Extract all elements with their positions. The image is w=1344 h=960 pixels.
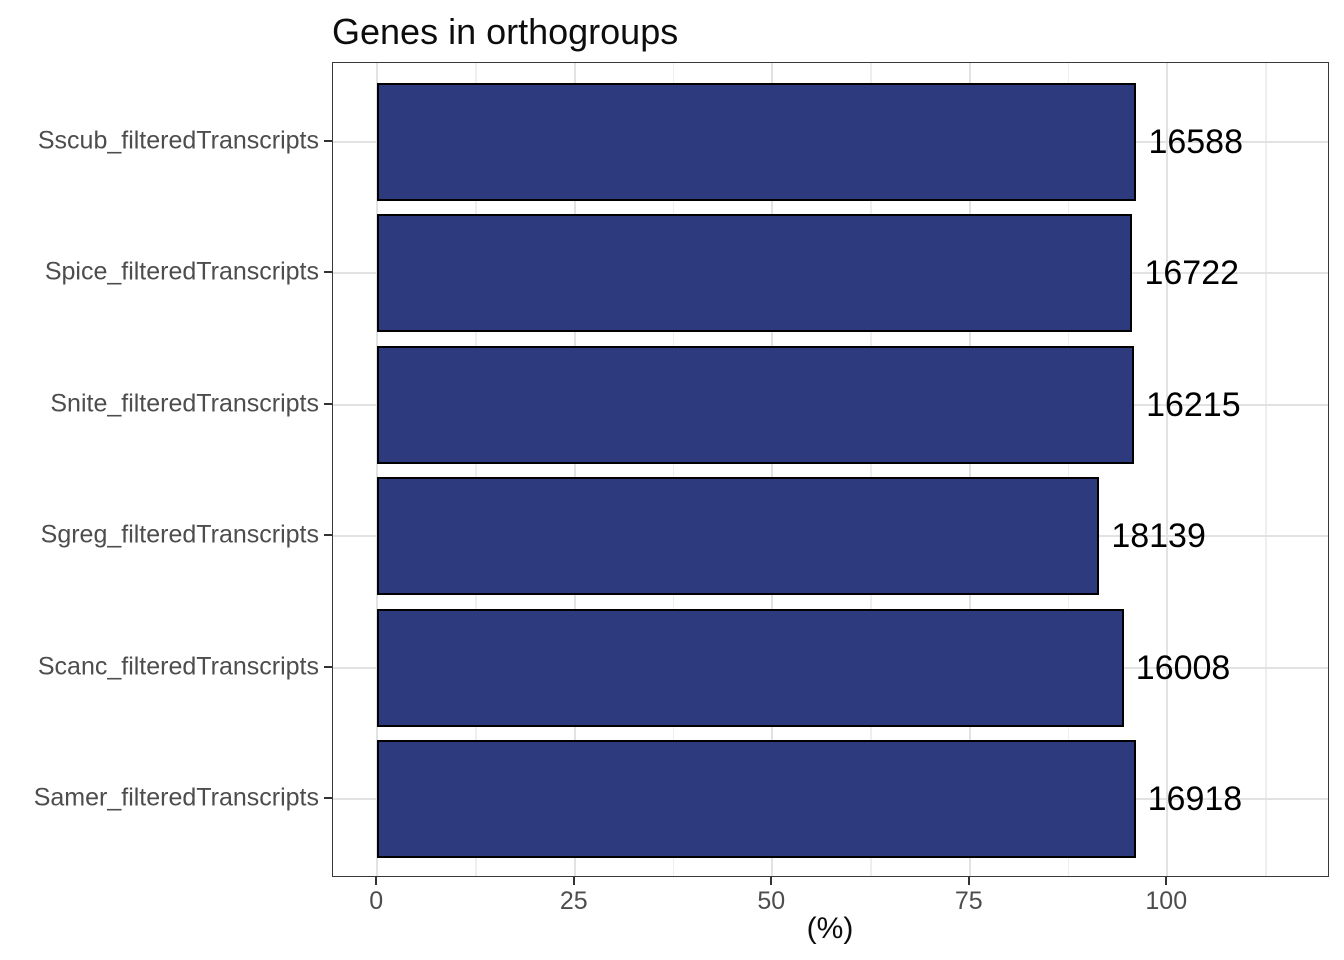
bar: [377, 477, 1100, 596]
x-tick-mark: [572, 877, 575, 885]
y-tick-mark: [324, 665, 332, 668]
bar: [377, 345, 1135, 464]
bar-value-label: 16722: [1144, 254, 1240, 293]
y-axis-label: Snite_filteredTranscripts: [50, 389, 319, 418]
x-grid-major: [771, 63, 774, 876]
y-axis-label: Scanc_filteredTranscripts: [37, 652, 319, 681]
x-tick-label: 75: [954, 887, 983, 915]
y-tick-mark: [324, 271, 332, 274]
bar-value-label: 16008: [1135, 648, 1231, 687]
x-tick-label: 100: [1145, 887, 1188, 915]
y-tick-mark: [324, 139, 332, 142]
x-tick-mark: [1165, 877, 1168, 885]
bar: [377, 739, 1136, 859]
x-grid-minor: [475, 63, 477, 876]
bar-value-label: 16918: [1147, 780, 1243, 819]
plot-panel: [332, 62, 1329, 877]
x-grid-major: [968, 63, 971, 876]
x-grid-minor: [1265, 63, 1267, 876]
x-grid-minor: [1067, 63, 1070, 876]
x-grid-major: [1166, 63, 1169, 876]
bar-value-label: 16215: [1146, 385, 1241, 424]
chart-title: Genes in orthogroups: [332, 11, 679, 52]
x-tick-mark: [375, 877, 378, 885]
y-tick-mark: [324, 797, 332, 800]
x-tick-mark: [967, 877, 970, 885]
y-axis-label: Sscub_filteredTranscripts: [37, 126, 319, 155]
x-grid-minor: [672, 63, 675, 876]
bar: [377, 82, 1137, 201]
x-tick-label: 50: [757, 887, 786, 915]
x-tick-label: 25: [559, 887, 588, 915]
y-tick-mark: [324, 402, 332, 405]
y-axis-label: Samer_filteredTranscripts: [33, 783, 319, 812]
y-axis-label: Sgreg_filteredTranscripts: [40, 520, 319, 549]
x-grid-minor: [870, 63, 872, 876]
x-tick-label: 0: [369, 887, 384, 915]
bar-value-label: 18139: [1111, 517, 1206, 556]
x-axis-title: (%): [806, 912, 854, 945]
bar-value-label: 16588: [1148, 122, 1243, 161]
bar: [377, 608, 1124, 727]
bar: [377, 214, 1133, 333]
y-axis-label: Spice_filteredTranscripts: [44, 257, 319, 286]
x-grid-major: [573, 63, 576, 876]
x-grid-major: [376, 63, 379, 876]
x-tick-mark: [770, 877, 773, 885]
y-tick-mark: [324, 534, 332, 537]
